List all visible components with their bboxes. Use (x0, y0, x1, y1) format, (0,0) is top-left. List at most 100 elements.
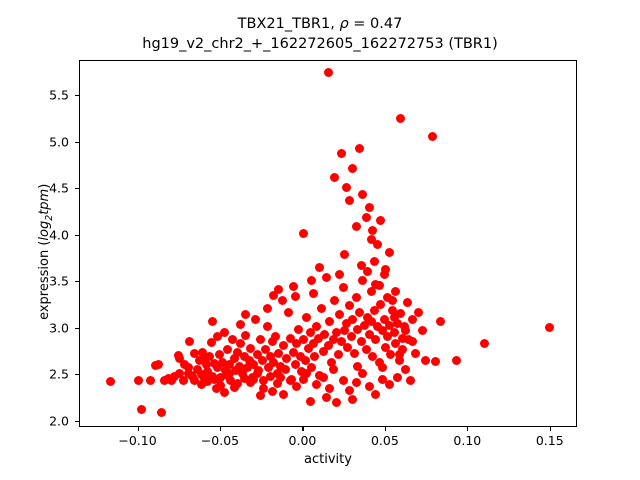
scatter-point (308, 288, 318, 298)
scatter-point (262, 303, 272, 313)
scatter-point (261, 344, 270, 354)
scatter-point (389, 328, 399, 338)
y-tick-label: 5.0 (49, 134, 69, 149)
scatter-point (364, 203, 374, 213)
scatter-point (195, 355, 205, 365)
scatter-point (196, 380, 206, 390)
scatter-point (298, 374, 308, 384)
scatter-point (252, 369, 262, 378)
scatter-point (379, 314, 389, 324)
scatter-point (369, 305, 379, 315)
scatter-point (328, 335, 338, 345)
scatter-point (229, 382, 239, 392)
scatter-point (272, 379, 282, 389)
scatter-point (224, 369, 234, 378)
scatter-point (328, 365, 338, 375)
scatter-point (219, 387, 229, 397)
scatter-point (241, 310, 251, 320)
chart-title-suffix: = 0.47 (348, 16, 403, 32)
scatter-point (249, 359, 259, 369)
x-tick-mark (384, 427, 386, 431)
scatter-point (145, 376, 155, 386)
scatter-point (389, 313, 399, 323)
scatter-point (325, 383, 335, 393)
scatter-point (361, 344, 371, 354)
scatter-point (333, 350, 343, 360)
scatter-point (216, 372, 226, 382)
y-axis-label-math-unit: tpm (37, 188, 53, 215)
scatter-point (363, 266, 373, 276)
scatter-point (277, 296, 287, 306)
scatter-point (280, 365, 290, 375)
scatter-point (228, 334, 238, 344)
scatter-point (330, 173, 340, 183)
scatter-point (331, 328, 341, 338)
scatter-point (204, 352, 214, 362)
scatter-point (275, 361, 285, 371)
x-tick-label: 0.10 (453, 433, 482, 448)
scatter-point (265, 371, 275, 381)
scatter-point (345, 385, 355, 395)
scatter-point (256, 391, 266, 401)
scatter-point (480, 339, 490, 349)
scatter-point (236, 339, 246, 349)
y-tick-mark (75, 94, 79, 97)
scatter-point (312, 322, 322, 332)
scatter-point (259, 376, 269, 386)
scatter-point (378, 374, 388, 384)
scatter-point (185, 337, 195, 347)
y-tick-mark (75, 327, 79, 329)
scatter-point (345, 195, 355, 205)
x-tick-label: −0.05 (200, 433, 240, 448)
scatter-point (303, 343, 313, 353)
scatter-point (279, 341, 289, 351)
scatter-point (345, 301, 355, 310)
scatter-point (394, 355, 404, 365)
scatter-point (206, 338, 216, 348)
scatter-point (356, 337, 366, 347)
scatter-point (106, 377, 115, 387)
scatter-point (378, 363, 388, 373)
scatter-point (417, 326, 427, 336)
scatter-point (341, 318, 351, 328)
scatter-point (203, 377, 213, 387)
scatter-point (214, 350, 224, 360)
scatter-point (265, 352, 275, 362)
scatter-point (236, 319, 246, 329)
scatter-point (285, 376, 295, 386)
scatter-point (452, 355, 462, 365)
scatter-point (289, 347, 299, 357)
scatter-point (302, 369, 312, 378)
scatter-point (381, 264, 391, 274)
scatter-point (231, 366, 241, 376)
scatter-point (351, 292, 361, 302)
scatter-points-layer (80, 61, 576, 426)
scatter-point (325, 316, 335, 326)
scatter-point (183, 363, 193, 373)
scatter-point (134, 376, 144, 386)
y-axis-label-suffix: ) (37, 183, 53, 189)
scatter-point (234, 361, 244, 371)
scatter-point (229, 354, 239, 364)
scatter-point (383, 331, 393, 341)
scatter-point (358, 190, 368, 200)
scatter-point (270, 331, 280, 341)
scatter-point (330, 296, 340, 306)
scatter-point (366, 316, 376, 326)
scatter-point (239, 373, 249, 383)
scatter-point (374, 357, 384, 367)
scatter-point (351, 221, 361, 231)
y-tick-label: 3.5 (49, 273, 69, 289)
scatter-point (376, 216, 386, 226)
scatter-point (267, 337, 277, 347)
scatter-point (208, 316, 218, 326)
scatter-point (211, 383, 221, 393)
scatter-point (190, 375, 200, 385)
scatter-point (298, 335, 308, 345)
chart-title-prefix: TBX21_TBR1, (237, 16, 340, 32)
scatter-point (209, 374, 219, 384)
scatter-point (397, 333, 407, 343)
scatter-point (376, 300, 386, 310)
scatter-point (379, 270, 389, 280)
scatter-point (338, 376, 348, 386)
